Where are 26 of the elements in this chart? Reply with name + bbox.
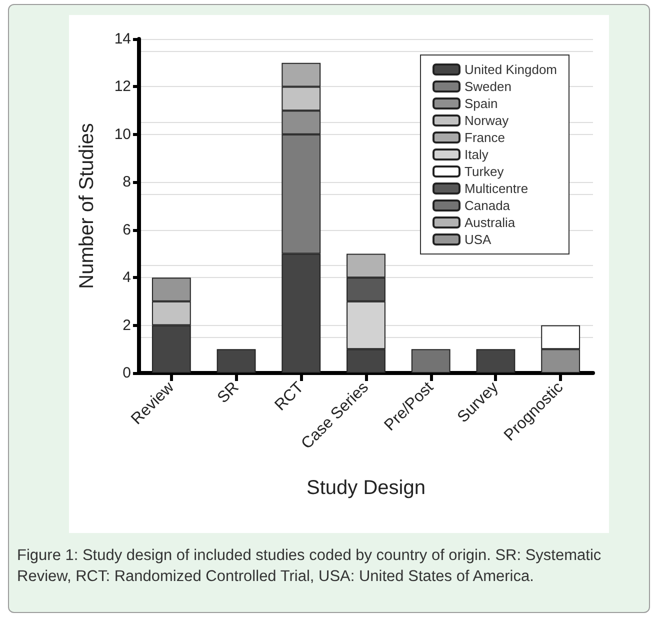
y-tick-label: 14 — [114, 30, 131, 48]
x-axis-title: Study Design — [306, 477, 426, 499]
legend-label: Canada — [464, 198, 511, 213]
y-axis-title: Number of Studies — [76, 123, 98, 289]
y-tick-label: 8 — [122, 174, 131, 191]
legend-label: Italy — [464, 147, 489, 162]
y-tick-label: 0 — [122, 364, 131, 382]
bar — [476, 349, 516, 373]
legend-label: Turkey — [464, 164, 504, 179]
legend-label: Australia — [464, 215, 516, 230]
legend-label: Multicentre — [464, 181, 528, 196]
y-tick-label: 4 — [122, 269, 131, 286]
legend-label: Spain — [464, 96, 498, 111]
legend-label: USA — [464, 232, 492, 247]
legend-label: France — [464, 130, 505, 145]
x-tick-label: SR — [214, 378, 242, 407]
y-tick-label: 6 — [122, 221, 131, 238]
legend-label: Norway — [464, 113, 510, 128]
legend-label: Sweden — [464, 79, 512, 94]
caption: Figure 1: Study design of included studies coded by country of origin. SR: Systematic Review, RCT: Randomized Controlled Trial, USA: United States of America. — [17, 546, 602, 587]
legend-label: United Kingdom — [464, 62, 557, 77]
bar — [216, 349, 256, 373]
y-tick-label: 10 — [114, 126, 131, 143]
y-tick-label: 2 — [122, 316, 131, 334]
bar — [411, 349, 450, 373]
y-tick-label: 12 — [114, 78, 131, 96]
